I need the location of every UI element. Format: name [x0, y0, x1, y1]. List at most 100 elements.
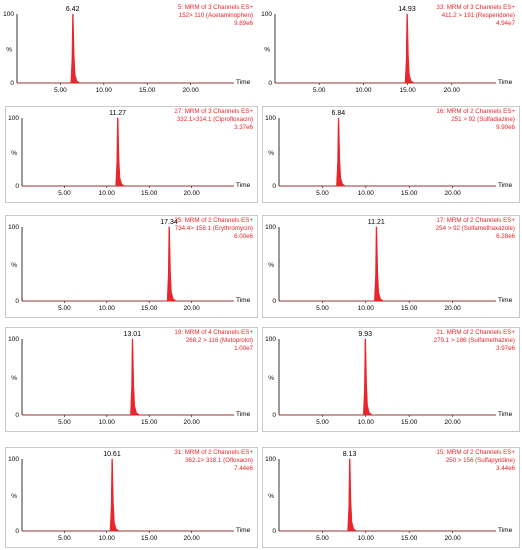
y-tick-label: 0: [10, 80, 14, 87]
y-axis-label: %: [268, 262, 274, 269]
mrm-annotation-line: 7.44e6: [234, 465, 253, 472]
y-tick-label: 0: [15, 298, 19, 305]
x-tick-label: 15.00: [139, 87, 156, 94]
y-tick-label: 0: [272, 298, 276, 305]
x-tick-label: 10.00: [99, 535, 116, 542]
mrm-annotation-line: 332.1>314.1 (Ciprofloxacin): [177, 116, 253, 123]
y-axis-label: %: [268, 150, 274, 157]
x-axis-label: Time: [498, 79, 513, 86]
x-tick-label: 5.00: [58, 305, 71, 312]
x-axis-label: Time: [498, 297, 513, 304]
mrm-annotation-line: 152> 110 (Acetaminophen): [179, 12, 253, 19]
x-axis-label: Time: [498, 527, 513, 534]
x-tick-label: 10.00: [358, 190, 375, 197]
peak-trace: [22, 338, 234, 416]
y-axis-label: %: [11, 375, 17, 382]
y-axis-label: %: [268, 375, 274, 382]
mrm-annotation-line: 3.44e6: [496, 465, 515, 472]
mrm-annotation-line: 31: MRM of 2 Channels ES+: [174, 449, 253, 456]
y-axis-label: %: [268, 493, 274, 500]
x-tick-label: 10.00: [358, 419, 375, 426]
y-tick-label: 0: [15, 528, 19, 535]
chromatogram-panel: 100 0% 5.00 10.00 15.00 20.00 Time 6.84 16: MRM …: [262, 106, 520, 203]
x-tick-label: 20.00: [444, 190, 461, 197]
peak-label: 9.93: [358, 331, 372, 338]
y-tick-label: 100: [265, 336, 276, 343]
mrm-annotation-line: 250 > 156 (Sulfapyridine): [446, 457, 515, 464]
mrm-annotation-line: 9.89e6: [234, 20, 253, 27]
x-tick-label: 10.00: [358, 535, 375, 542]
x-tick-label: 15.00: [141, 190, 158, 197]
x-tick-label: 5.00: [313, 87, 326, 94]
x-tick-label: 15.00: [401, 190, 418, 197]
x-axis-label: Time: [236, 411, 251, 418]
peak-trace: [279, 458, 496, 532]
x-tick-label: 5.00: [316, 305, 329, 312]
x-tick-label: 20.00: [444, 305, 461, 312]
x-axis-label: Time: [236, 297, 251, 304]
chromatogram-svg: 100 0% 5.00 10.00 15.00 20.00 Time 14.93 33: MRM…: [261, 4, 515, 94]
chromatogram-svg: 100 0% 5.00 10.00 15.00 20.00 Time 10.61 31: MRM…: [5, 447, 258, 548]
y-tick-label: 100: [265, 115, 276, 122]
chromatogram-svg: 100 0% 5.00 10.00 15.00 20.00 Time 6.84 16: MRM …: [262, 106, 520, 203]
x-tick-label: 20.00: [444, 535, 461, 542]
mrm-annotation-line: 1.00e7: [234, 345, 253, 352]
peak-trace: [22, 226, 234, 302]
peak-label: 13.01: [124, 331, 142, 338]
x-tick-label: 5.00: [316, 535, 329, 542]
chromatogram-panel: 100 0% 5.00 10.00 15.00 20.00 Time 11.21 17: MRM…: [262, 215, 520, 318]
y-tick-label: 100: [3, 11, 14, 18]
peak-trace: [279, 117, 496, 187]
mrm-annotation-line: 9.90e6: [496, 124, 515, 131]
mrm-annotation-line: 251 > 92 (Sulfadiazine): [451, 116, 515, 123]
mrm-annotation-line: 16: MRM of 2 Channels ES+: [436, 108, 515, 115]
y-tick-label: 0: [15, 412, 19, 419]
panel-border: [262, 106, 520, 203]
x-tick-label: 5.00: [58, 419, 71, 426]
x-tick-label: 20.00: [183, 535, 200, 542]
peak-label: 6.84: [332, 110, 346, 117]
x-tick-label: 10.00: [99, 190, 116, 197]
y-tick-label: 0: [272, 412, 276, 419]
peak-trace: [279, 338, 496, 416]
panel-border: [262, 215, 520, 318]
x-tick-label: 15.00: [141, 419, 158, 426]
mrm-annotation-line: 4.94e7: [496, 20, 515, 27]
y-tick-label: 0: [272, 528, 276, 535]
chromatogram-panel: 100 0% 5.00 10.00 15.00 20.00 Time 10.61 31: MRM…: [5, 447, 258, 548]
x-tick-label: 5.00: [58, 190, 71, 197]
peak-label: 11.21: [368, 219, 385, 226]
peak-label: 6.42: [66, 6, 80, 13]
y-axis-label: %: [264, 47, 270, 54]
chromatogram-svg: 100 0% 5.00 10.00 15.00 20.00 Time 11.27 27: MRM…: [5, 106, 258, 203]
x-tick-label: 10.00: [96, 87, 113, 94]
panel-border: [5, 106, 258, 203]
y-tick-label: 100: [8, 224, 19, 231]
x-tick-label: 10.00: [99, 419, 116, 426]
peak-trace: [279, 226, 496, 302]
x-tick-label: 15.00: [141, 305, 158, 312]
mrm-annotation-line: 17: MRM of 2 Channels ES+: [436, 217, 515, 224]
chromatogram-panel: 100 0% 5.00 10.00 15.00 20.00 Time 14.93 33: MRM…: [258, 2, 520, 100]
chromatogram-panel: 100 0% 5.00 10.00 15.00 20.00 Time 11.27 27: MRM…: [5, 106, 258, 203]
x-tick-label: 10.00: [358, 305, 375, 312]
x-tick-label: 20.00: [182, 87, 199, 94]
y-tick-label: 100: [8, 336, 19, 343]
mrm-annotation-line: 268.2 > 116 (Metoprolol): [186, 337, 253, 344]
x-tick-label: 15.00: [401, 535, 418, 542]
panel-border: [262, 327, 520, 432]
peak-label: 10.61: [103, 451, 121, 458]
chromatogram-panel: 100 0% 5.00 10.00 15.00 20.00 Time 8.13 15: MRM …: [262, 447, 520, 548]
x-tick-label: 15.00: [141, 535, 158, 542]
chromatogram-panel: 100 0% 5.00 10.00 15.00 20.00 Time 6.42 5: MRM o…: [0, 2, 258, 100]
y-axis-label: %: [11, 150, 17, 157]
peak-label: 11.27: [109, 110, 126, 117]
mrm-annotation-line: 21: MRM of 2 Channels ES+: [436, 329, 515, 336]
peak-trace: [17, 13, 234, 84]
peak-label: 14.93: [398, 6, 416, 13]
x-tick-label: 5.00: [316, 419, 329, 426]
mrm-annotation-line: 3.37e6: [234, 124, 253, 131]
mrm-annotation-line: 411.2 > 191 (Resperidone): [442, 12, 515, 19]
mrm-annotation-line: 6.00e6: [234, 233, 253, 240]
